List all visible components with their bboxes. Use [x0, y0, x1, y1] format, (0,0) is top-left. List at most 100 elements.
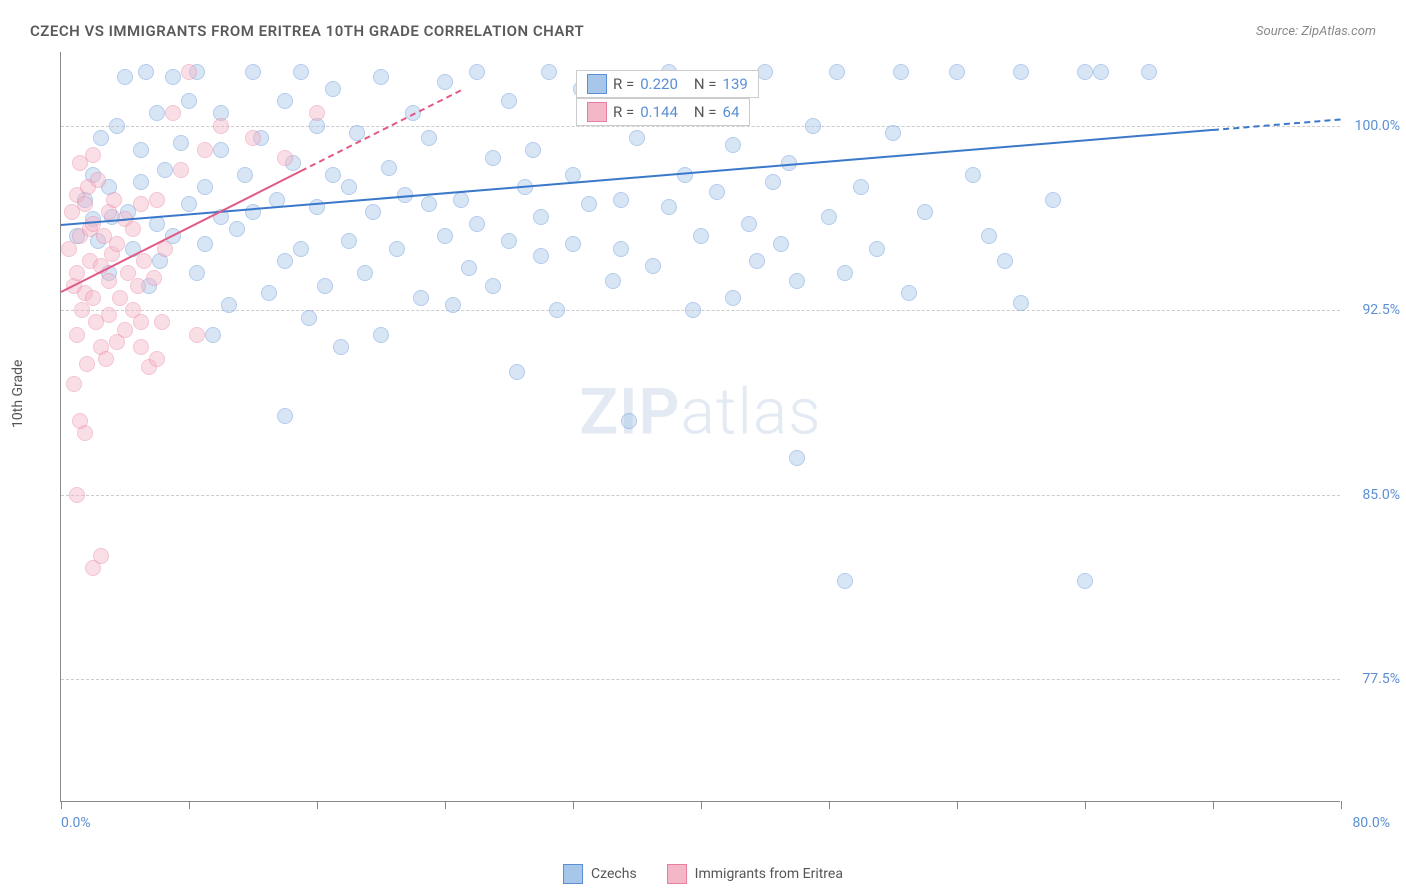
x-tick: [829, 801, 830, 809]
scatter-point: [1077, 573, 1093, 589]
scatter-plot-area: ZIPatlas 100.0%92.5%85.0%77.5%0.0%80.0%R…: [60, 52, 1340, 802]
scatter-point: [133, 196, 149, 212]
scatter-point: [136, 253, 152, 269]
correlation-stats-box: R = 0.220 N = 139: [576, 70, 759, 98]
scatter-point: [365, 204, 381, 220]
x-tick: [445, 801, 446, 809]
scatter-point: [501, 93, 517, 109]
scatter-point: [146, 270, 162, 286]
scatter-point: [421, 130, 437, 146]
scatter-point: [525, 142, 541, 158]
scatter-point: [661, 199, 677, 215]
n-label: N =: [694, 75, 717, 93]
scatter-point: [469, 216, 485, 232]
scatter-point: [317, 278, 333, 294]
x-tick: [701, 801, 702, 809]
scatter-point: [333, 339, 349, 355]
chart-title: CZECH VS IMMIGRANTS FROM ERITREA 10TH GR…: [30, 22, 584, 40]
x-tick: [573, 801, 574, 809]
scatter-point: [389, 241, 405, 257]
scatter-point: [541, 64, 557, 80]
gridline-horizontal: [61, 495, 1340, 496]
scatter-point: [245, 64, 261, 80]
scatter-point: [189, 327, 205, 343]
scatter-point: [949, 64, 965, 80]
scatter-point: [749, 253, 765, 269]
scatter-point: [112, 290, 128, 306]
scatter-point: [325, 81, 341, 97]
legend-label-1: Immigrants from Eritrea: [695, 866, 843, 882]
scatter-point: [421, 196, 437, 212]
scatter-point: [277, 93, 293, 109]
scatter-point: [357, 265, 373, 281]
scatter-point: [685, 302, 701, 318]
trend-line: [301, 89, 462, 171]
scatter-point: [61, 241, 77, 257]
scatter-point: [98, 351, 114, 367]
y-tick-label: 100.0%: [1355, 118, 1400, 134]
scatter-point: [509, 364, 525, 380]
x-tick: [61, 801, 62, 809]
scatter-point: [189, 265, 205, 281]
scatter-point: [277, 408, 293, 424]
scatter-point: [237, 167, 253, 183]
scatter-point: [277, 150, 293, 166]
scatter-point: [549, 302, 565, 318]
scatter-point: [117, 322, 133, 338]
scatter-point: [725, 290, 741, 306]
scatter-point: [133, 339, 149, 355]
stats-swatch: [587, 74, 607, 94]
x-tick: [957, 801, 958, 809]
scatter-point: [197, 236, 213, 252]
scatter-point: [773, 236, 789, 252]
scatter-point: [85, 147, 101, 163]
legend-item-series-1: Immigrants from Eritrea: [667, 864, 843, 884]
stats-swatch: [587, 102, 607, 122]
scatter-point: [789, 273, 805, 289]
r-value: 0.220: [640, 75, 678, 93]
scatter-point: [997, 253, 1013, 269]
scatter-point: [149, 192, 165, 208]
n-value: 139: [723, 75, 748, 93]
scatter-point: [765, 174, 781, 190]
scatter-point: [101, 273, 117, 289]
scatter-point: [917, 204, 933, 220]
scatter-point: [757, 64, 773, 80]
legend-swatch-0: [563, 864, 583, 884]
scatter-point: [853, 179, 869, 195]
scatter-point: [85, 290, 101, 306]
x-tick: [1341, 801, 1342, 809]
r-label: R =: [613, 75, 634, 93]
legend-label-0: Czechs: [591, 866, 637, 882]
scatter-point: [197, 142, 213, 158]
scatter-point: [453, 192, 469, 208]
scatter-point: [309, 105, 325, 121]
scatter-point: [181, 64, 197, 80]
scatter-point: [741, 216, 757, 232]
scatter-point: [154, 314, 170, 330]
x-tick: [1213, 801, 1214, 809]
scatter-point: [66, 376, 82, 392]
scatter-point: [149, 105, 165, 121]
scatter-point: [533, 248, 549, 264]
scatter-point: [181, 93, 197, 109]
scatter-point: [173, 135, 189, 151]
scatter-point: [293, 241, 309, 257]
scatter-point: [245, 130, 261, 146]
scatter-point: [461, 260, 477, 276]
scatter-point: [381, 160, 397, 176]
scatter-point: [72, 413, 88, 429]
scatter-point: [261, 285, 277, 301]
scatter-point: [485, 278, 501, 294]
legend-bottom: Czechs Immigrants from Eritrea: [563, 864, 843, 884]
scatter-point: [805, 118, 821, 134]
scatter-point: [709, 184, 725, 200]
scatter-point: [437, 228, 453, 244]
scatter-point: [373, 327, 389, 343]
scatter-point: [213, 118, 229, 134]
x-tick: [1085, 801, 1086, 809]
scatter-point: [445, 297, 461, 313]
scatter-point: [173, 162, 189, 178]
scatter-point: [677, 167, 693, 183]
scatter-point: [221, 297, 237, 313]
